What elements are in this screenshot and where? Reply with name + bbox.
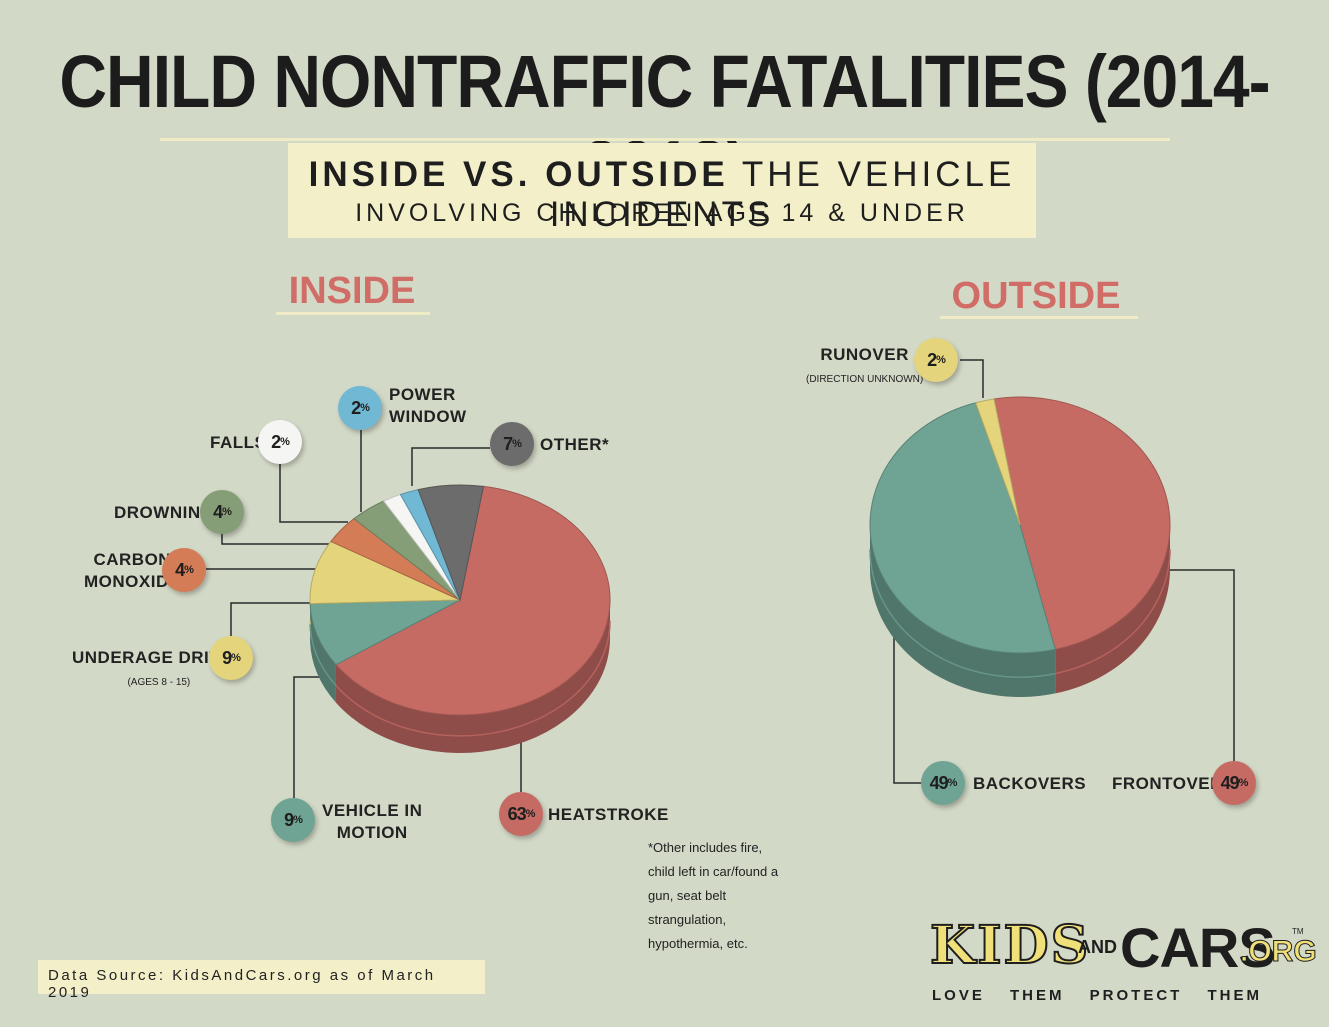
logo-org-text: .ORG [1240,935,1318,969]
data-source-box: Data Source: KidsAndCars.org as of March… [38,960,485,1001]
outside-pie-chart [869,396,1171,698]
kids-and-cars-logo[interactable]: KIDS AND CARS .ORG TM LOVE THEM PROTECT … [929,914,1317,1015]
label-underage-driver: UNDERAGE DRIVER (AGES 8 - 15) [72,647,246,691]
badge-power-window: 2% [338,386,382,430]
badge-falls: 2% [258,420,302,464]
subtitle-rest: THE VEHICLE INCIDENTS [549,155,1016,234]
subtitle-box: INSIDE VS. OUTSIDE THE VEHICLE INCIDENTS… [288,143,1036,238]
vehicle-in-motion-words-2: MOTION [336,823,408,842]
carbon-monoxide-word-1: CARBON [93,550,172,569]
badge-frontovers: 49% [1212,761,1256,805]
underage-driver-ages: (AGES 8 - 15) [127,677,191,688]
label-backovers: BACKOVERS [973,774,1087,793]
leader-line-other [411,447,490,486]
percent-sign: % [231,652,241,664]
logo-and-text: AND [1078,937,1117,957]
carbon-monoxide-word-2: MONOXIDE [84,572,181,591]
value-other: 7 [503,433,513,454]
label-falls: FALLS [210,433,267,452]
vehicle-in-motion-words-1: VEHICLE IN [322,801,423,820]
value-vehicle-in-motion: 9 [284,809,294,830]
badge-heatstroke: 63% [499,792,543,836]
outside-slice-backovers [869,402,1056,654]
value-frontovers: 49 [1220,772,1240,793]
value-drowning: 4 [213,501,223,522]
title-underline [160,138,1170,141]
label-runover: RUNOVER (DIRECTION UNKNOWN) [806,344,923,388]
logo-kids-text: KIDS [929,914,1091,977]
inside-title-underline [276,312,430,315]
value-heatstroke: 63 [507,803,527,824]
percent-sign: % [525,808,536,820]
subtitle-line-2: INVOLVING CHILDREN AGE 14 & UNDER [355,199,969,227]
badge-backovers: 49% [921,761,965,805]
leader-line-underage-driver [230,602,320,636]
badge-runover: 2% [914,338,958,382]
badge-carbon-monoxide: 4% [162,548,206,592]
badge-underage-driver: 9% [209,636,253,680]
outside-slice-runover [974,398,1021,526]
inside-side-heatstroke [335,600,610,753]
leader-line-runover [960,359,984,398]
percent-sign: % [1238,777,1249,789]
logo-tagline: LOVE THEM PROTECT THEM [932,987,1262,1004]
percent-sign: % [512,438,522,450]
leader-line-drowning [221,534,335,545]
outside-chart-title: OUTSIDE [951,275,1121,317]
inside-pie-chart [309,484,611,753]
value-carbon-monoxide: 4 [175,559,185,580]
inside-groove-heatstroke [335,620,611,737]
label-frontovers: FRONTOVERS [1112,774,1235,793]
inside-slice-underage-driver [309,540,461,605]
underage-driver-text: UNDERAGE DRIVER [72,648,246,667]
label-drowning: DROWNING [114,503,215,522]
outside-groove-backovers [869,549,1056,678]
value-runover: 2 [927,349,937,370]
value-power-window: 2 [351,397,361,418]
inside-chart-title: INSIDE [288,270,416,312]
outside-slice-frontovers [993,396,1171,650]
inside-groove-vehicle-in-motion [309,624,337,687]
percent-sign: % [280,436,290,448]
subtitle-line-1: INSIDE VS. OUTSIDE THE VEHICLE INCIDENTS [288,155,1036,235]
power-window-word-1: POWER [389,385,456,404]
inside-slice-other [417,484,485,602]
data-source-text: Data Source: KidsAndCars.org as of March… [48,967,436,1001]
percent-sign: % [936,354,946,366]
leader-line-falls [279,464,348,523]
footnote: *Other includes fire, child left in car/… [648,840,779,951]
inside-slice-vehicle-in-motion [309,599,461,666]
runover-text: RUNOVER [820,345,909,364]
label-vehicle-in-motion: VEHICLE IN MOTION [322,800,422,844]
power-window-word-2: WINDOW [389,407,467,426]
value-underage-driver: 9 [222,647,232,668]
percent-sign: % [947,777,958,789]
label-carbon-monoxide: CARBON MONOXIDE [84,549,181,593]
percent-sign: % [222,506,232,518]
leader-line-frontovers [1145,569,1235,761]
leader-line-backovers [893,588,921,784]
outside-groove-frontovers [1055,549,1171,675]
outside-side-frontovers [1055,525,1170,694]
badge-drowning: 4% [200,490,244,534]
label-other: OTHER* [540,435,610,454]
value-backovers: 49 [929,772,949,793]
label-power-window: POWER WINDOW [389,384,467,428]
percent-sign: % [184,564,194,576]
subtitle-bold: INSIDE VS. OUTSIDE [308,155,729,194]
percent-sign: % [360,402,370,414]
logo-cars-text: CARS [1120,916,1276,979]
badge-other: 7% [490,422,534,466]
badge-vehicle-in-motion: 9% [271,798,315,842]
value-falls: 2 [271,431,281,452]
outside-title-underline [940,316,1138,319]
label-heatstroke: HEATSTROKE [548,805,669,824]
percent-sign: % [293,814,303,826]
outside-side-backovers [870,525,1056,698]
inside-slice-heatstroke [335,485,611,716]
logo-trademark: TM [1292,927,1304,936]
runover-direction: (DIRECTION UNKNOWN) [806,374,924,385]
